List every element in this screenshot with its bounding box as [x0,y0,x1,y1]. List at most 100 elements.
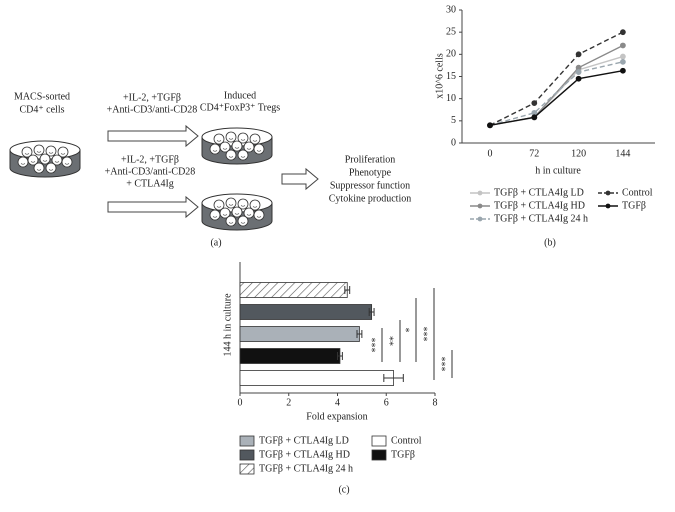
point [487,122,493,129]
x-tick-label: 2 [286,397,291,408]
legend-label: TGFβ + CTLA4Ig 24 h [494,213,588,224]
point [620,42,626,49]
legend-label: TGFβ + CTLA4Ig HD [494,200,585,211]
arrow [107,124,199,148]
bar [239,304,373,320]
cell-face [48,152,54,154]
cell [237,198,249,210]
legend-swatch [239,435,255,447]
line [489,31,624,126]
cell [237,215,249,227]
y-axis-title: 144 h in culture [222,293,233,357]
error-bar [383,374,404,382]
source-label: CD4⁺ cells [20,104,65,115]
legend-label: TGFβ [391,449,415,460]
cell-face [20,163,26,165]
significance-label: *** [422,327,433,342]
error-bar [337,352,343,360]
legend-label: TGFβ + CTLA4Ig LD [494,187,584,198]
readout-label: Phenotype [349,167,392,178]
cell-face [228,222,234,224]
cell [225,215,237,227]
cell [57,146,69,158]
x-tick-label: 144 [615,148,630,159]
panel-label: (c) [338,484,349,495]
readout-label: Suppressor function [330,180,410,191]
cell-face [36,169,42,171]
source-label: MACS-sorted [14,91,70,102]
y-tick-label: 5 [451,115,456,126]
y-tick-label: 20 [446,49,456,60]
x-tick-label: 8 [433,397,438,408]
x-axis-title: h in culture [535,165,581,176]
significance-label: *** [370,338,381,353]
diagram: MACS-sorted CD4⁺ cells +IL-2, +TGFβ +Ant… [14,90,411,248]
bar [239,282,348,298]
point [620,67,626,74]
significance-label: ** [388,336,399,346]
cell-face [42,160,48,162]
cell-face [64,163,70,165]
legend-label: TGFβ + CTLA4Ig 24 h [259,463,353,474]
cell-face [240,156,246,158]
bar [239,326,360,342]
x-tick-label: 72 [529,148,539,159]
cell-face [256,216,262,218]
cell [33,162,45,174]
cell-face [234,213,240,215]
point [531,114,538,121]
x-tick-label: 6 [384,397,389,408]
cell-face [240,222,246,224]
y-tick-label: 0 [451,137,456,148]
legend-swatch [371,449,387,461]
cell [39,153,51,165]
cell [253,209,265,221]
cell-face [54,161,60,163]
cell [225,149,237,161]
cell [231,140,243,152]
cell [213,133,225,145]
cell [225,131,237,143]
cell-face [216,206,222,208]
readout-label: Cytokine production [329,193,412,204]
cell-face [252,206,258,208]
legend-swatch [239,463,255,475]
line [489,70,624,126]
cell-face [256,150,262,152]
legend-marker [605,203,611,209]
cell [231,206,243,218]
point [620,29,626,36]
cell-face [222,214,228,216]
cell [33,144,45,156]
y-tick-label: 10 [446,93,456,104]
cell [253,143,265,155]
x-axis-title: Fold expansion [306,411,367,422]
cell-face [222,148,228,150]
cell [237,132,249,144]
condition-label: +Anti-CD3/anti-CD28 [107,104,198,115]
cell-face [228,138,234,140]
x-tick-label: 0 [238,397,243,408]
cell [209,143,221,155]
condition-label: +IL-2, +TGFβ [123,92,181,103]
significance-label: *** [440,357,451,372]
point [531,100,538,106]
legend-swatch [239,449,255,461]
arrow [281,167,319,191]
significance-label: * [404,328,415,333]
x-tick-label: 120 [571,148,586,159]
legend-label: TGFβ [622,200,646,211]
legend-swatch [371,435,387,447]
arrow [107,195,199,219]
cell-face [212,150,218,152]
cell-face [228,156,234,158]
y-axis-title: x10^6 cells [434,53,445,99]
legend-marker [477,203,483,209]
point [620,58,626,65]
bar [239,370,394,386]
cell [45,145,57,157]
point [575,75,582,82]
cell-face [48,169,54,171]
cell [61,156,73,168]
